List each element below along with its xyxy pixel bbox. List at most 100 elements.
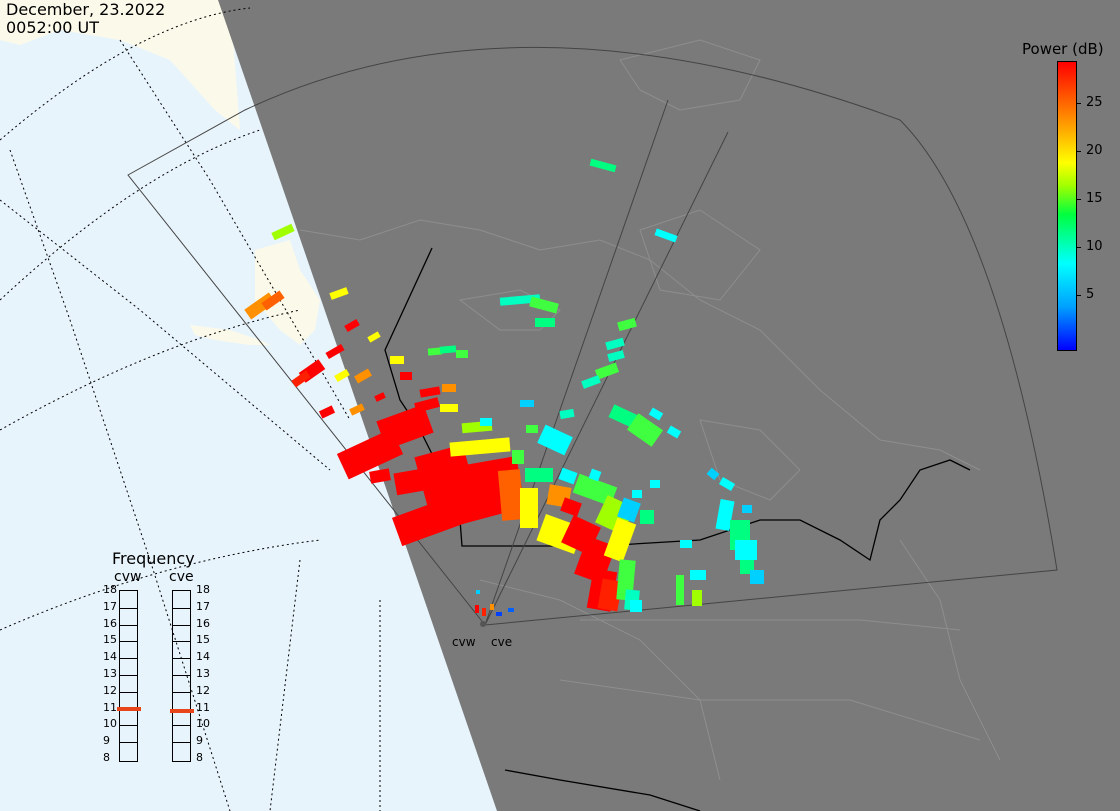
frequency-tick: 10 bbox=[196, 717, 210, 731]
backscatter-cell bbox=[508, 608, 514, 612]
frequency-tick: 12 bbox=[196, 683, 210, 697]
frequency-tick: 13 bbox=[103, 667, 117, 680]
frequency-tick: 14 bbox=[103, 650, 117, 664]
backscatter-cell bbox=[496, 612, 502, 616]
backscatter-cell bbox=[588, 468, 602, 482]
backscatter-cell bbox=[650, 480, 660, 488]
frequency-title: Frequency bbox=[112, 549, 195, 568]
backscatter-cell bbox=[449, 437, 511, 457]
backscatter-cell bbox=[605, 337, 625, 351]
backscatter-cell bbox=[572, 473, 618, 507]
radar-label-cvw: cvw bbox=[114, 569, 142, 585]
backscatter-cell bbox=[318, 405, 336, 419]
site-label-cvw: cvw bbox=[452, 635, 476, 649]
backscatter-cell bbox=[654, 228, 678, 243]
night-region bbox=[218, 0, 1120, 811]
frequency-ladder-cvw bbox=[119, 590, 138, 762]
backscatter-cell bbox=[497, 469, 525, 521]
frequency-tick: 17 bbox=[103, 599, 117, 613]
backscatter-cell bbox=[374, 392, 386, 402]
backscatter-cell bbox=[325, 343, 345, 360]
backscatter-cell bbox=[648, 407, 664, 421]
time-label: 0052:00 UT bbox=[6, 18, 100, 37]
backscatter-cell bbox=[718, 477, 736, 491]
backscatter-cell bbox=[690, 570, 706, 580]
backscatter-cell bbox=[525, 468, 553, 482]
radar-label-cve: cve bbox=[169, 569, 194, 585]
backscatter-cell bbox=[349, 403, 365, 416]
backscatter-cell bbox=[560, 497, 582, 517]
frequency-tick: 13 bbox=[196, 667, 210, 680]
frequency-tick: 18 bbox=[196, 583, 210, 596]
backscatter-cell bbox=[456, 350, 468, 358]
backscatter-cell bbox=[442, 384, 456, 392]
map-grid bbox=[0, 7, 381, 811]
backscatter-cell bbox=[291, 370, 311, 388]
backscatter-cell bbox=[334, 368, 350, 383]
backscatter-cell bbox=[440, 404, 458, 412]
backscatter-cell bbox=[482, 608, 486, 616]
backscatter-cell bbox=[692, 590, 702, 606]
frequency-tick: 15 bbox=[196, 633, 210, 647]
backscatter-cell bbox=[354, 368, 372, 384]
colorbar-title: Power (dB) bbox=[1022, 40, 1104, 58]
frequency-tick: 11 bbox=[196, 700, 210, 714]
backscatter-cell bbox=[742, 505, 752, 513]
backscatter-cell bbox=[607, 350, 625, 362]
backscatter-cell bbox=[261, 290, 285, 311]
backscatter-cell bbox=[735, 540, 757, 560]
backscatter-cell bbox=[367, 331, 381, 343]
site-label-cve: cve bbox=[491, 635, 513, 649]
backscatter-cell bbox=[476, 590, 480, 594]
frequency-marker bbox=[170, 708, 194, 713]
backscatter-cell bbox=[666, 425, 682, 439]
backscatter-cell bbox=[597, 578, 623, 612]
backscatter-cell bbox=[512, 450, 524, 464]
frequency-tick: 15 bbox=[103, 633, 117, 647]
frequency-tick: 9 bbox=[103, 734, 110, 748]
frequency-tick: 8 bbox=[196, 751, 203, 764]
frequency-tick: 11 bbox=[103, 700, 117, 714]
backscatter-cell bbox=[715, 499, 735, 531]
backscatter-cell bbox=[535, 318, 555, 327]
backscatter-cell bbox=[676, 575, 684, 605]
backscatter-cells bbox=[244, 158, 764, 616]
frequency-tick: 8 bbox=[103, 751, 110, 764]
frequency-tick: 9 bbox=[196, 734, 203, 748]
backscatter-cell bbox=[520, 488, 538, 528]
backscatter-cell bbox=[419, 386, 441, 398]
frequency-marker bbox=[117, 707, 141, 712]
backscatter-cell bbox=[706, 467, 720, 481]
backscatter-cell bbox=[520, 400, 534, 407]
frequency-tick: 12 bbox=[103, 683, 117, 697]
alaska-land bbox=[255, 240, 320, 345]
colorbar-tick: 10 bbox=[1086, 239, 1103, 254]
backscatter-cell bbox=[439, 345, 457, 354]
backscatter-cell bbox=[271, 223, 295, 241]
backscatter-cell bbox=[480, 418, 492, 426]
colorbar-tick: 15 bbox=[1086, 191, 1103, 206]
frequency-tick: 14 bbox=[196, 650, 210, 664]
date-label: December, 23.2022 bbox=[6, 0, 166, 19]
frequency-tick: 17 bbox=[196, 599, 210, 613]
backscatter-cell bbox=[376, 404, 434, 450]
backscatter-cell bbox=[427, 347, 443, 356]
backscatter-cell bbox=[344, 318, 360, 333]
arctic-land bbox=[0, 0, 240, 130]
backscatter-cell bbox=[632, 490, 642, 498]
colorbar-tick: 5 bbox=[1086, 287, 1095, 302]
backscatter-cell bbox=[630, 600, 642, 612]
backscatter-cell bbox=[390, 356, 404, 364]
backscatter-cell bbox=[490, 604, 494, 610]
frequency-tick: 16 bbox=[103, 616, 117, 630]
backscatter-cell bbox=[329, 287, 349, 300]
colorbar-tick: 20 bbox=[1086, 143, 1103, 158]
aleutian-land bbox=[190, 325, 270, 345]
radar-site-marker bbox=[480, 621, 486, 627]
frequency-ladder-cve bbox=[172, 590, 191, 762]
frequency-tick: 16 bbox=[196, 616, 210, 630]
backscatter-cell bbox=[529, 296, 559, 314]
fov-outlines bbox=[127, 46, 1058, 626]
